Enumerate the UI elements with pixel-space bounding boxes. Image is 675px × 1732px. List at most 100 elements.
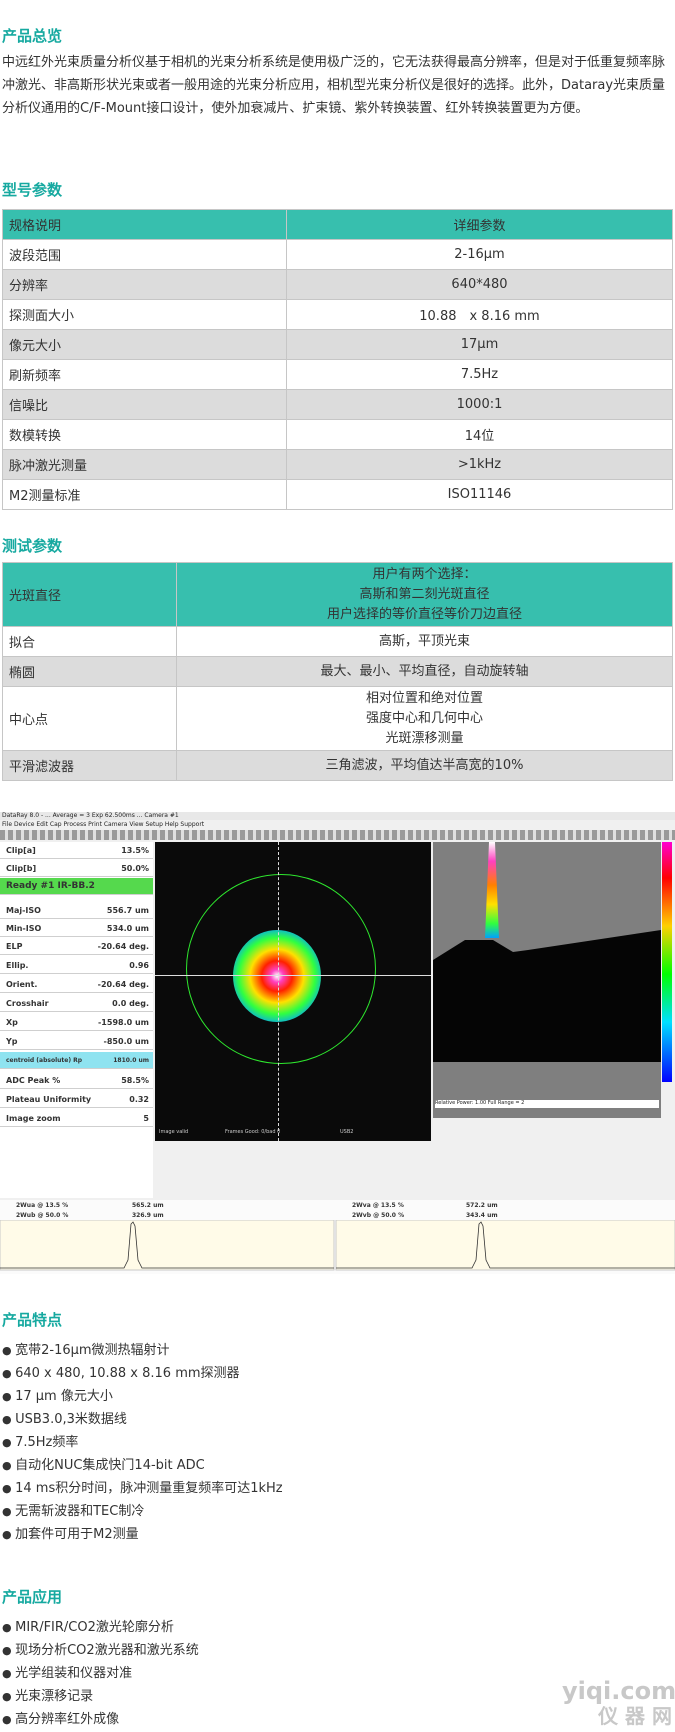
- readout-value: 5: [143, 1114, 149, 1123]
- beam-analyzer-screenshot: DataRay 8.0 - ... Average = 3 Exp 62.500…: [0, 812, 675, 1274]
- test-key-cell: 光斑直径: [2, 562, 177, 627]
- test-table-row: 拟合 高斯，平顶光束: [2, 626, 673, 657]
- test-value-line: 用户选择的等价直径等价刀边直径: [326, 606, 522, 622]
- model-key-cell: 探测面大小: [2, 299, 287, 330]
- status-image-valid: Image valid: [159, 1129, 189, 1135]
- model-header-cell: 详细参数: [286, 209, 673, 240]
- application-item: 高分辨率红外成像: [2, 1708, 602, 1731]
- readout-row: Image zoom 5: [0, 1110, 153, 1127]
- crosshair-vertical: [278, 842, 279, 1141]
- beam-3d-view: Relative Power: 1.00 Full Range = 2: [433, 842, 661, 1118]
- crosshair-horizontal: [155, 975, 431, 976]
- test-key-cell: 椭圆: [2, 656, 177, 687]
- beam-profile-view: Image valid Frames Good: 0/bad 0 USB2: [155, 842, 431, 1141]
- readout-value: 50.0%: [121, 864, 149, 873]
- readout-label: ELP: [6, 942, 23, 951]
- readout-row: Ellip. 0.96: [0, 957, 153, 974]
- readout-label: Clip[b]: [6, 864, 37, 873]
- readout-value: 556.7 um: [106, 906, 149, 915]
- color-scale-bar: [662, 842, 672, 1082]
- model-value-cell: 7.5Hz: [286, 359, 673, 390]
- test-value-line: 强度中心和几何中心: [365, 710, 483, 726]
- application-item: 光学组装和仪器对准: [2, 1662, 602, 1685]
- readout-row: Clip[b] 50.0%: [0, 860, 153, 877]
- app-titlebar: DataRay 8.0 - ... Average = 3 Exp 62.500…: [0, 812, 675, 820]
- wu-row-a-value: 565.2 um: [132, 1202, 164, 1209]
- readout-panel: Clip[a] 13.5% Clip[b] 50.0% Ready #1 IR-BB.2…: [0, 842, 153, 1198]
- feature-item: 640 x 480, 10.88 x 8.16 mm探测器: [2, 1362, 602, 1385]
- status-3d: Relative Power: 1.00 Full Range = 2: [435, 1100, 659, 1108]
- model-table-row: 分辨率 640*480: [2, 269, 673, 300]
- model-value-cell: 14位: [286, 419, 673, 450]
- test-title: 测试参数: [2, 537, 63, 555]
- test-key-cell: 中心点: [2, 686, 177, 751]
- readout-row: Maj-ISO 556.7 um: [0, 902, 153, 919]
- readout-value: 0.32: [129, 1095, 149, 1104]
- wu-row-a-label: 2Wua @ 13.5 %: [16, 1202, 69, 1209]
- profile-curves: [0, 1220, 675, 1271]
- readout-label: Yp: [6, 1037, 18, 1046]
- application-item: 现场分析CO2激光器和激光系统: [2, 1639, 602, 1662]
- wv-row-b-label: 2Wvb @ 50.0 %: [352, 1212, 405, 1219]
- test-table-row: 平滑滤波器 三角滤波，平均值达半高宽的10%: [2, 750, 673, 781]
- feature-item: 无需斩波器和TEC制冷: [2, 1500, 602, 1523]
- features-list: 宽带2-16μm微测热辐射计640 x 480, 10.88 x 8.16 mm…: [2, 1339, 602, 1546]
- overview-text: 中远红外光束质量分析仪基于相机的光束分析系统是使用极广泛的，它无法获得最高分辨率…: [2, 55, 666, 116]
- feature-item: 自动化NUC集成快门14-bit ADC: [2, 1454, 602, 1477]
- test-value-cell: 高斯，平顶光束: [176, 626, 673, 657]
- model-value-cell: 1000:1: [286, 389, 673, 420]
- model-table: 规格说明 详细参数 波段范围 2-16μm 分辨率 640*480 探测面大小 10.88 x…: [2, 209, 673, 510]
- test-value-line: 最大、最小、平均直径，自动旋转轴: [320, 663, 529, 679]
- readout-label: Xp: [6, 1018, 18, 1027]
- readout-value: 13.5%: [121, 846, 149, 855]
- readout-label: Image zoom: [6, 1114, 61, 1123]
- application-item: MIR/FIR/CO2激光轮廓分析: [2, 1616, 602, 1639]
- overview-title: 产品总览: [2, 27, 63, 45]
- model-value-cell: ISO11146: [286, 479, 673, 510]
- readout-label: Ellip.: [6, 961, 29, 970]
- readout-row: Min-ISO 534.0 um: [0, 920, 153, 937]
- readout-value: -850.0 um: [103, 1037, 149, 1046]
- wv-row-a-value: 572.2 um: [466, 1202, 498, 1209]
- readout-row: Xp -1598.0 um: [0, 1014, 153, 1031]
- model-value-cell: 17μm: [286, 329, 673, 360]
- profile-plots: 2Wua @ 13.5 % 565.2 um 2Wub @ 50.0 % 326…: [0, 1200, 675, 1274]
- model-key-cell: 数模转换: [2, 419, 287, 450]
- test-value-line: 高斯，平顶光束: [378, 633, 470, 649]
- readout-value: 0.0 deg.: [112, 999, 149, 1008]
- app-menubar: File Device Edit Cap Process Print Camer…: [2, 821, 205, 828]
- model-key-cell: M2测量标准: [2, 479, 287, 510]
- model-value-cell: 640*480: [286, 269, 673, 300]
- readout-value: 58.5%: [121, 1076, 149, 1085]
- model-key-cell: 像元大小: [2, 329, 287, 360]
- readout-row: Clip[a] 13.5%: [0, 842, 153, 859]
- model-table-row: M2测量标准 ISO11146: [2, 479, 673, 510]
- readout-value: 534.0 um: [106, 924, 149, 933]
- readout-label: Plateau Uniformity: [6, 1095, 92, 1104]
- watermark-line2: 仪 器 网: [598, 1704, 672, 1728]
- readout-row: ELP -20.64 deg.: [0, 938, 153, 955]
- applications-list: MIR/FIR/CO2激光轮廓分析现场分析CO2激光器和激光系统光学组装和仪器对…: [2, 1616, 602, 1731]
- test-table-row: 中心点 相对位置和绝对位置 强度中心和几何中心 光斑漂移测量: [2, 686, 673, 751]
- model-table-row: 脉冲激光测量 >1kHz: [2, 449, 673, 480]
- beam-3d-plot: [433, 842, 661, 1062]
- readout-value: 1810.0 um: [113, 1057, 149, 1064]
- test-value-line: 高斯和第二刻光斑直径: [359, 586, 490, 602]
- readout-row: Yp -850.0 um: [0, 1033, 153, 1050]
- test-value-cell: 相对位置和绝对位置 强度中心和几何中心 光斑漂移测量: [176, 686, 673, 751]
- readout-label: Min-ISO: [6, 924, 42, 933]
- model-key-cell: 脉冲激光测量: [2, 449, 287, 480]
- readout-label: centroid (absolute) Rp: [6, 1057, 83, 1064]
- readout-row: Ready #1 IR-BB.2: [0, 878, 153, 895]
- feature-item: 14 ms积分时间，脉冲测量重复频率可达1kHz: [2, 1477, 602, 1500]
- model-table-row: 像元大小 17μm: [2, 329, 673, 360]
- watermark-line1: yiqi.com: [562, 1677, 675, 1705]
- watermark: yiqi.com 仪 器 网: [562, 1677, 675, 1728]
- readout-label: Clip[a]: [6, 846, 36, 855]
- applications-title: 产品应用: [2, 1588, 63, 1606]
- model-table-header: 规格说明 详细参数: [2, 209, 673, 240]
- model-key-cell: 波段范围: [2, 239, 287, 270]
- feature-item: USB3.0,3米数据线: [2, 1408, 602, 1431]
- wv-row-b-value: 343.4 um: [466, 1212, 498, 1219]
- test-value-line: 用户有两个选择：: [372, 566, 477, 582]
